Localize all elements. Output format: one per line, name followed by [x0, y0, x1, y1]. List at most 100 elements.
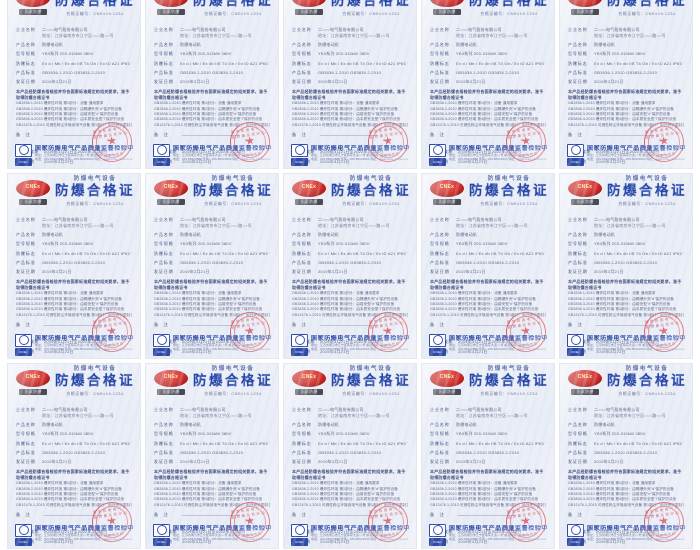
- certificate-fields: 企业名称 二○○○电气股份有限公司 地址：江苏省南京市江宁区○○○路○○号 产品名…: [284, 404, 416, 465]
- field-value-line2: 地址：江苏省南京市江宁区○○○路○○号: [456, 413, 528, 418]
- certificate-footer: CNEx 国家防爆电气产品质量监督检验中心 地址：江苏省南京市江宁区将军大道○○…: [284, 332, 416, 356]
- certificate-subtitle: 防爆电气设备: [73, 176, 117, 182]
- standard-line: GB3836.2-2010 爆炸性环境 第2部分：由隔爆外壳"d"保护的设备: [292, 106, 399, 111]
- certificate-card[interactable]: CNEx 国家防爆 防爆电气设备 防爆合格证 合格证编号：CNEx19.1234…: [8, 174, 140, 358]
- footer-badge-icon: CNEx: [153, 333, 170, 356]
- standard-line: GB3836.1-2010 爆炸性环境 第1部分：设备 通用要求: [430, 481, 518, 486]
- certificate-card[interactable]: CNEx 国家防爆 防爆电气设备 防爆合格证 合格证编号：CNEx19.1234…: [560, 0, 692, 168]
- field-value: YB3系列 200-315kW 380V: [42, 241, 94, 247]
- field-value: YB3系列 200-315kW 380V: [180, 51, 232, 57]
- standard-line: GB3836.2-2010 爆炸性环境 第2部分：由隔爆外壳"d"保护的设备: [430, 106, 537, 111]
- date-value: 2019年3月21日至2022年3月20日: [458, 339, 522, 345]
- footer-badge-icon: CNEx: [291, 333, 308, 356]
- field-value: 防爆电动机: [456, 232, 477, 238]
- certificate-card[interactable]: CNEx 国家防爆 防爆电气设备 防爆合格证 合格证编号：CNEx19.1234…: [146, 174, 278, 358]
- standards-heading: 本产品经防爆合格检验并符合国家标准规定的相关要求，准予取得防爆合格证书: [430, 89, 544, 101]
- certificate-card[interactable]: CNEx 国家防爆 防爆电气设备 防爆合格证 合格证编号：CNEx19.1234…: [560, 364, 692, 548]
- field-label: 型号规格: [568, 431, 588, 437]
- field-label: 产品名称: [154, 422, 174, 428]
- field-label: 防爆标志: [430, 60, 450, 66]
- standard-line: GB3836.1-2010 爆炸性环境 第1部分：设备 通用要求: [430, 101, 518, 106]
- certificate-card[interactable]: CNEx 国家防爆 防爆电气设备 防爆合格证 合格证编号：CNEx19.1234…: [422, 364, 554, 548]
- field-label: 防爆标志: [16, 440, 36, 446]
- field-value: GB3836.1-2010 GB3836.2-2010: [594, 449, 657, 455]
- field-value-line1: 二○○○电气股份有限公司: [180, 217, 226, 222]
- field-label: 发证日期: [292, 268, 312, 274]
- certificate-subtitle: 防爆电气设备: [625, 176, 669, 182]
- certificate-card[interactable]: CNEx 国家防爆 防爆电气设备 防爆合格证 合格证编号：CNEx19.1234…: [146, 364, 278, 548]
- field-label: 发证日期: [568, 458, 588, 464]
- footer-organization: 国家防爆电气产品质量监督检验中心: [35, 335, 133, 342]
- standards-paragraph: 本产品经防爆合格检验并符合国家标准规定的相关要求，准予取得防爆合格证书 GB38…: [284, 88, 416, 128]
- field-value: GB3836.1-2010 GB3836.2-2010: [318, 69, 381, 75]
- certificate-card[interactable]: CNEx 国家防爆 防爆电气设备 防爆合格证 合格证编号：CNEx19.1234…: [284, 364, 416, 548]
- certificate-fields: 企业名称 二○○○电气股份有限公司 地址：江苏省南京市江宁区○○○路○○号 产品名…: [146, 24, 278, 85]
- field-value: GB3836.1-2010 GB3836.2-2010: [180, 259, 243, 265]
- standard-line: GB3836.3-2010 爆炸性环境 第3部分：由增安型"e"保护的设备: [154, 111, 257, 116]
- certificate-card[interactable]: CNEx 国家防爆 防爆电气设备 防爆合格证 合格证编号：CNEx19.1234…: [146, 0, 278, 168]
- footer-badge-text: CNEx: [567, 347, 584, 356]
- certificate-title: 防爆合格证: [607, 183, 687, 198]
- field-value: 防爆电动机: [180, 422, 201, 428]
- footer-badge-icon: CNEx: [15, 523, 32, 546]
- cnex-logo-icon: CNEx 国家防爆: [568, 370, 602, 396]
- certificate-fields: 企业名称 二○○○电气股份有限公司 地址：江苏省南京市江宁区○○○路○○号 产品名…: [284, 24, 416, 85]
- field-label: 防爆标志: [430, 250, 450, 256]
- certificate-card[interactable]: CNEx 国家防爆 防爆电气设备 防爆合格证 合格证编号：CNEx19.1234…: [560, 174, 692, 358]
- footer-organization: 国家防爆电气产品质量监督检验中心: [449, 525, 547, 532]
- field-value: 二○○○电气股份有限公司 地址：江苏省南京市江宁区○○○路○○号: [318, 217, 408, 229]
- field-row: 型号规格 YB3系列 200-315kW 380V: [292, 241, 408, 247]
- cnex-logo-plate-text: 国家防爆: [576, 9, 594, 14]
- date-value: 2019年3月21日至2022年3月20日: [320, 149, 384, 155]
- field-value: YB3系列 200-315kW 380V: [594, 431, 646, 437]
- field-value: 2019年3月21日: [180, 458, 210, 464]
- certificate-header: CNEx 国家防爆 防爆电气设备 防爆合格证 合格证编号：CNEx19.1234: [284, 0, 416, 24]
- date-value: 2019年3月21日至2022年3月20日: [596, 339, 660, 345]
- standards-paragraph: 本产品经防爆合格检验并符合国家标准规定的相关要求，准予取得防爆合格证书 GB38…: [422, 468, 554, 508]
- field-value: Ex d I Mb / Ex db IIB T4 Gb / Ex tD A21 …: [456, 250, 546, 256]
- certificate-card[interactable]: CNEx 国家防爆 防爆电气设备 防爆合格证 合格证编号：CNEx19.1234…: [284, 174, 416, 358]
- certificate-footer: CNEx 国家防爆电气产品质量监督检验中心 地址：江苏省南京市江宁区将军大道○○…: [146, 142, 278, 166]
- cnex-logo-plate-text: 国家防爆: [300, 389, 318, 394]
- certificate-card[interactable]: CNEx 国家防爆 防爆电气设备 防爆合格证 合格证编号：CNEx19.1234…: [422, 174, 554, 358]
- footer-organization: 国家防爆电气产品质量监督检验中心: [587, 335, 685, 342]
- certificate-card[interactable]: CNEx 国家防爆 防爆电气设备 防爆合格证 合格证编号：CNEx19.1234…: [8, 364, 140, 548]
- field-label: 型号规格: [430, 241, 450, 247]
- field-value: 2019年3月21日: [42, 458, 72, 464]
- field-label: 型号规格: [154, 431, 174, 437]
- certificate-card[interactable]: CNEx 国家防爆 防爆电气设备 防爆合格证 合格证编号：CNEx19.1234…: [284, 0, 416, 168]
- field-row: 发证日期 2019年3月21日: [292, 269, 408, 275]
- certificate-number: 合格证编号：CNEx19.1234: [66, 11, 124, 16]
- certificate-footer: CNEx 国家防爆电气产品质量监督检验中心 地址：江苏省南京市江宁区将军大道○○…: [284, 142, 416, 166]
- field-row: 型号规格 YB3系列 200-315kW 380V: [568, 431, 684, 437]
- date-value: 2019年3月21日: [320, 539, 350, 545]
- field-value: GB3836.1-2010 GB3836.2-2010: [42, 449, 105, 455]
- remark-row: 备 注: [568, 512, 684, 518]
- certificate-footer: CNEx 国家防爆电气产品质量监督检验中心 地址：江苏省南京市江宁区将军大道○○…: [146, 332, 278, 356]
- certificate-fields: 企业名称 二○○○电气股份有限公司 地址：江苏省南京市江宁区○○○路○○号 产品名…: [422, 404, 554, 465]
- footer-badge-text: CNEx: [15, 537, 32, 546]
- field-value-line2: 地址：江苏省南京市江宁区○○○路○○号: [180, 223, 252, 228]
- field-label: 发证日期: [16, 458, 36, 464]
- certificate-card[interactable]: CNEx 国家防爆 防爆电气设备 防爆合格证 合格证编号：CNEx19.1234…: [422, 0, 554, 168]
- certificate-fields: 企业名称 二○○○电气股份有限公司 地址：江苏省南京市江宁区○○○路○○号 产品名…: [422, 214, 554, 275]
- field-label: 产品标准: [154, 259, 174, 265]
- remark-label: 备 注: [568, 512, 583, 518]
- standard-line: GB3836.4-2010 爆炸性环境 第4部分：由本质安全型"i"保护的设备: [154, 307, 263, 312]
- certificate-card[interactable]: CNEx 国家防爆 防爆电气设备 防爆合格证 合格证编号：CNEx19.1234…: [8, 0, 140, 168]
- field-label: 型号规格: [16, 431, 36, 437]
- date-value: 2019年3月21日至2022年3月20日: [182, 149, 246, 155]
- footer-badge-text: CNEx: [15, 157, 32, 166]
- field-row: 发证日期 2019年3月21日: [568, 269, 684, 275]
- field-row: 防爆标志 Ex d I Mb / Ex db IIB T4 Gb / Ex tD…: [16, 441, 132, 447]
- cnex-logo-icon: CNEx 国家防爆: [16, 180, 50, 206]
- field-value: 防爆电动机: [42, 422, 63, 428]
- date-value: 2019年3月21日: [458, 349, 488, 355]
- standards-heading: 本产品经防爆合格检验并符合国家标准规定的相关要求，准予取得防爆合格证书: [430, 469, 544, 481]
- footer-organization: 国家防爆电气产品质量监督检验中心: [449, 335, 547, 342]
- field-value: GB3836.1-2010 GB3836.2-2010: [42, 69, 105, 75]
- certificate-header: CNEx 国家防爆 防爆电气设备 防爆合格证 合格证编号：CNEx19.1234: [146, 364, 278, 404]
- field-row: 产品标准 GB3836.1-2010 GB3836.2-2010: [430, 450, 546, 456]
- field-row: 企业名称 二○○○电气股份有限公司 地址：江苏省南京市江宁区○○○路○○号: [154, 407, 270, 419]
- field-value: Ex d I Mb / Ex db IIB T4 Gb / Ex tD A21 …: [180, 250, 270, 256]
